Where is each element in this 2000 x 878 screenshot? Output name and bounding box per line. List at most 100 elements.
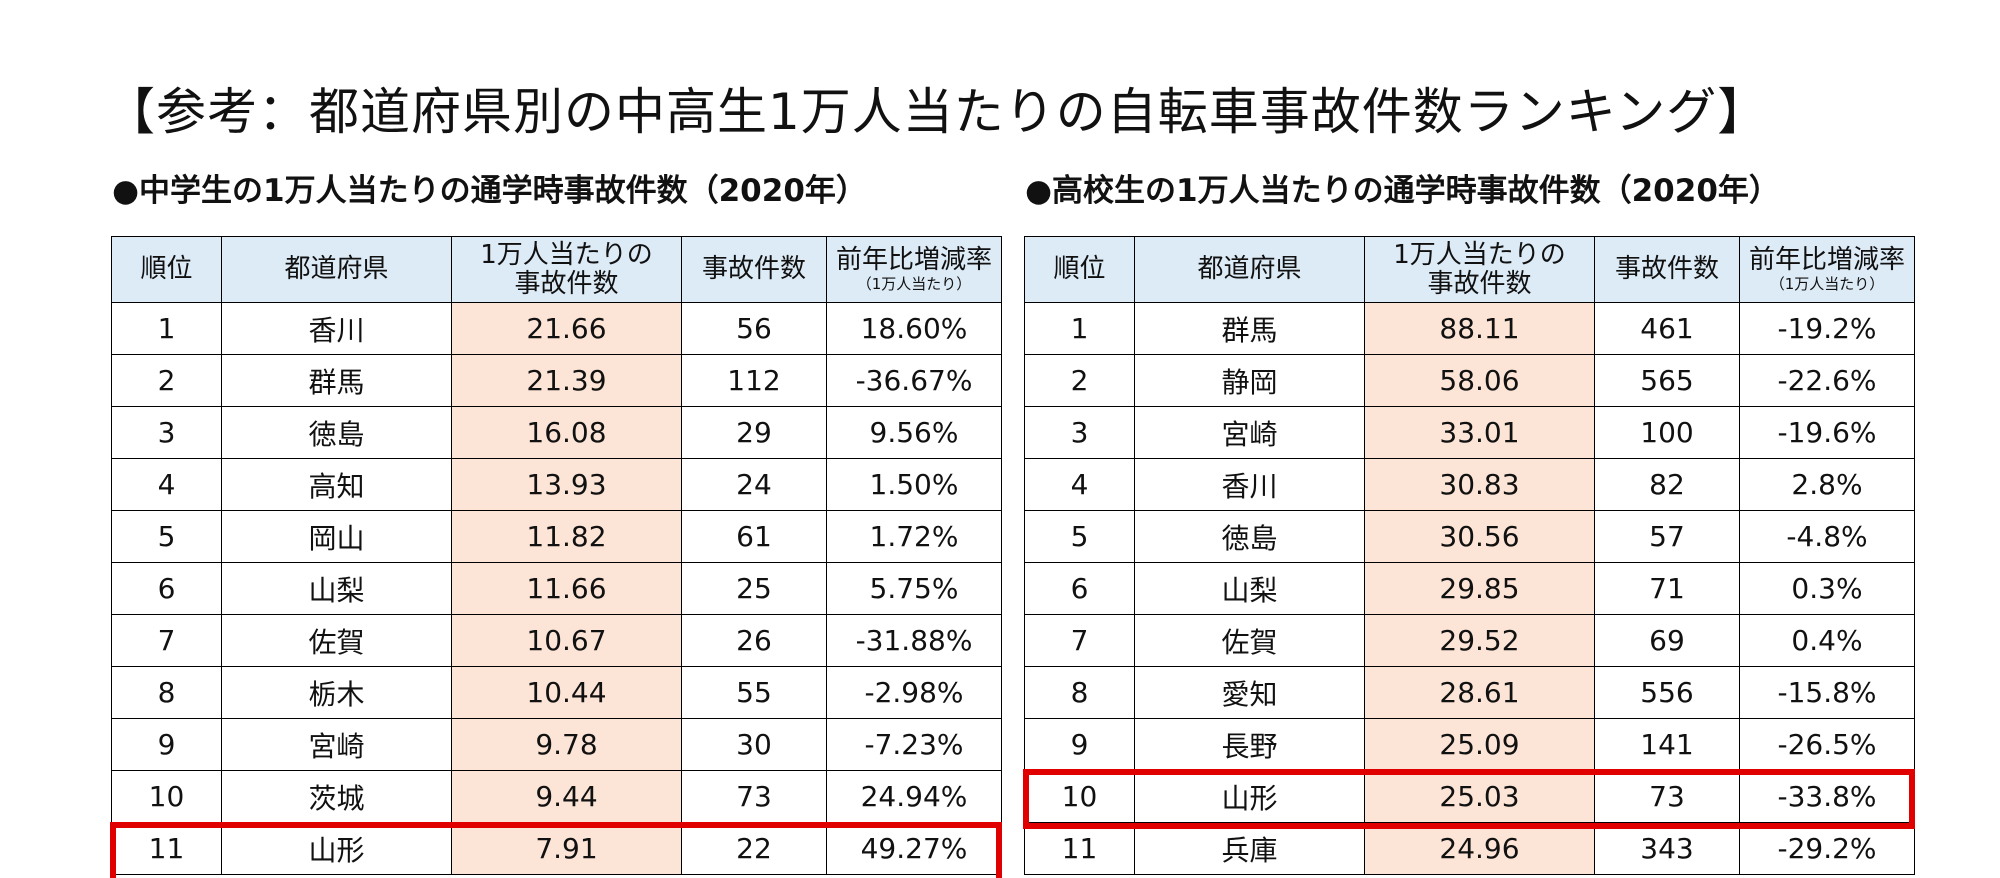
yoy-change-cell: 0.3% bbox=[1739, 562, 1915, 615]
table-row: 5 岡山 11.82 61 1.72% bbox=[111, 510, 1002, 563]
yoy-change-cell: -7.23% bbox=[826, 718, 1002, 771]
accident-count-cell: 461 bbox=[1594, 302, 1740, 355]
prefecture-cell: 山形 bbox=[221, 822, 452, 875]
prefecture-cell: 茨城 bbox=[221, 770, 452, 823]
rank-cell: 8 bbox=[111, 666, 222, 719]
rank-cell: 5 bbox=[1024, 510, 1135, 563]
yoy-change-cell: -22.6% bbox=[1739, 354, 1915, 407]
prefecture-cell: 栃木 bbox=[221, 666, 452, 719]
header-per-10k-line2: 事故件数 bbox=[1427, 268, 1532, 299]
per-10k-cell: 10.44 bbox=[451, 666, 682, 719]
header-prefecture: 都道府県 bbox=[1134, 236, 1365, 303]
header-yoy-change: 前年比増減率 （1万人当たり） bbox=[1739, 236, 1915, 303]
per-10k-cell: 16.08 bbox=[451, 406, 682, 459]
per-10k-cell: 24.96 bbox=[1364, 822, 1595, 875]
per-10k-cell: 29.85 bbox=[1364, 562, 1595, 615]
yoy-change-cell: -33.8% bbox=[1739, 770, 1915, 823]
rank-cell: 2 bbox=[1024, 354, 1135, 407]
prefecture-cell: 香川 bbox=[1134, 458, 1365, 511]
high-school-table-body: 1 群馬 88.11 461 -19.2% 2 静岡 58.06 565 -22.6% 3 宮崎 33.… bbox=[1024, 302, 1915, 875]
per-10k-cell: 9.44 bbox=[451, 770, 682, 823]
yoy-change-cell: -2.98% bbox=[826, 666, 1002, 719]
per-10k-cell: 88.11 bbox=[1364, 302, 1595, 355]
header-rank: 順位 bbox=[1024, 236, 1135, 303]
table-row: 1 群馬 88.11 461 -19.2% bbox=[1024, 302, 1915, 355]
table-row: 2 群馬 21.39 112 -36.67% bbox=[111, 354, 1002, 407]
header-yoy-change-sub: （1万人当たり） bbox=[1769, 274, 1885, 293]
table-row: 3 徳島 16.08 29 9.56% bbox=[111, 406, 1002, 459]
table-header-row: 順位 都道府県 1万人当たりの 事故件数 事故件数 前年比増減率 （1万人当たり… bbox=[111, 236, 1002, 303]
yoy-change-cell: 49.27% bbox=[826, 822, 1002, 875]
accident-count-cell: 25 bbox=[681, 562, 827, 615]
rank-cell: 10 bbox=[1024, 770, 1135, 823]
rank-cell: 9 bbox=[1024, 718, 1135, 771]
accident-count-cell: 100 bbox=[1594, 406, 1740, 459]
rank-cell: 11 bbox=[1024, 822, 1135, 875]
header-per-10k-line2: 事故件数 bbox=[514, 268, 619, 299]
yoy-change-cell: 24.94% bbox=[826, 770, 1002, 823]
accident-count-cell: 71 bbox=[1594, 562, 1740, 615]
accident-count-cell: 73 bbox=[1594, 770, 1740, 823]
prefecture-cell: 佐賀 bbox=[221, 614, 452, 667]
prefecture-cell: 山形 bbox=[1134, 770, 1365, 823]
header-per-10k-line1: 1万人当たりの bbox=[480, 239, 653, 270]
table-header-row: 順位 都道府県 1万人当たりの 事故件数 事故件数 前年比増減率 （1万人当たり… bbox=[1024, 236, 1915, 303]
prefecture-cell: 宮崎 bbox=[221, 718, 452, 771]
per-10k-cell: 25.09 bbox=[1364, 718, 1595, 771]
per-10k-cell: 33.01 bbox=[1364, 406, 1595, 459]
rank-cell: 3 bbox=[1024, 406, 1135, 459]
accident-count-cell: 69 bbox=[1594, 614, 1740, 667]
yoy-change-cell: -26.5% bbox=[1739, 718, 1915, 771]
prefecture-cell: 徳島 bbox=[221, 406, 452, 459]
table-row: 6 山梨 29.85 71 0.3% bbox=[1024, 562, 1915, 615]
per-10k-cell: 7.91 bbox=[451, 822, 682, 875]
header-yoy-change-label: 前年比増減率 bbox=[835, 245, 992, 276]
table-row: 7 佐賀 10.67 26 -31.88% bbox=[111, 614, 1002, 667]
prefecture-cell: 山梨 bbox=[221, 562, 452, 615]
rank-cell: 5 bbox=[111, 510, 222, 563]
header-per-10k: 1万人当たりの 事故件数 bbox=[451, 236, 682, 303]
yoy-change-cell: -36.67% bbox=[826, 354, 1002, 407]
accident-count-cell: 556 bbox=[1594, 666, 1740, 719]
table-row: 4 香川 30.83 82 2.8% bbox=[1024, 458, 1915, 511]
accident-count-cell: 73 bbox=[681, 770, 827, 823]
rank-cell: 1 bbox=[1024, 302, 1135, 355]
rank-cell: 6 bbox=[111, 562, 222, 615]
rank-cell: 8 bbox=[1024, 666, 1135, 719]
yoy-change-cell: 0.4% bbox=[1739, 614, 1915, 667]
prefecture-cell: 宮崎 bbox=[1134, 406, 1365, 459]
table-row: 3 宮崎 33.01 100 -19.6% bbox=[1024, 406, 1915, 459]
per-10k-cell: 25.03 bbox=[1364, 770, 1595, 823]
table-row: 5 徳島 30.56 57 -4.8% bbox=[1024, 510, 1915, 563]
junior-high-ranking-table: 順位 都道府県 1万人当たりの 事故件数 事故件数 前年比増減率 （1万人当たり… bbox=[111, 236, 1002, 875]
yoy-change-cell: -31.88% bbox=[826, 614, 1002, 667]
prefecture-cell: 長野 bbox=[1134, 718, 1365, 771]
yoy-change-cell: 18.60% bbox=[826, 302, 1002, 355]
per-10k-cell: 21.66 bbox=[451, 302, 682, 355]
prefecture-cell: 群馬 bbox=[221, 354, 452, 407]
table-row: 11 兵庫 24.96 343 -29.2% bbox=[1024, 822, 1915, 875]
accident-count-cell: 112 bbox=[681, 354, 827, 407]
accident-count-cell: 24 bbox=[681, 458, 827, 511]
per-10k-cell: 30.56 bbox=[1364, 510, 1595, 563]
accident-count-cell: 61 bbox=[681, 510, 827, 563]
per-10k-cell: 9.78 bbox=[451, 718, 682, 771]
yoy-change-cell: 1.50% bbox=[826, 458, 1002, 511]
prefecture-cell: 佐賀 bbox=[1134, 614, 1365, 667]
accident-count-cell: 82 bbox=[1594, 458, 1740, 511]
header-accident-count: 事故件数 bbox=[1594, 236, 1740, 303]
prefecture-cell: 岡山 bbox=[221, 510, 452, 563]
yoy-change-cell: -19.2% bbox=[1739, 302, 1915, 355]
accident-count-cell: 141 bbox=[1594, 718, 1740, 771]
rank-cell: 11 bbox=[111, 822, 222, 875]
accident-count-cell: 56 bbox=[681, 302, 827, 355]
page-title: 【参考：都道府県別の中高生1万人当たりの自転車事故件数ランキング】 bbox=[105, 83, 1769, 141]
yoy-change-cell: -4.8% bbox=[1739, 510, 1915, 563]
rank-cell: 4 bbox=[1024, 458, 1135, 511]
prefecture-cell: 群馬 bbox=[1134, 302, 1365, 355]
accident-count-cell: 57 bbox=[1594, 510, 1740, 563]
rank-cell: 1 bbox=[111, 302, 222, 355]
junior-high-section-title: ●中学生の1万人当たりの通学時事故件数（2020年） bbox=[112, 173, 867, 209]
yamagata-junior-highlight-box bbox=[110, 822, 1002, 878]
accident-count-cell: 26 bbox=[681, 614, 827, 667]
